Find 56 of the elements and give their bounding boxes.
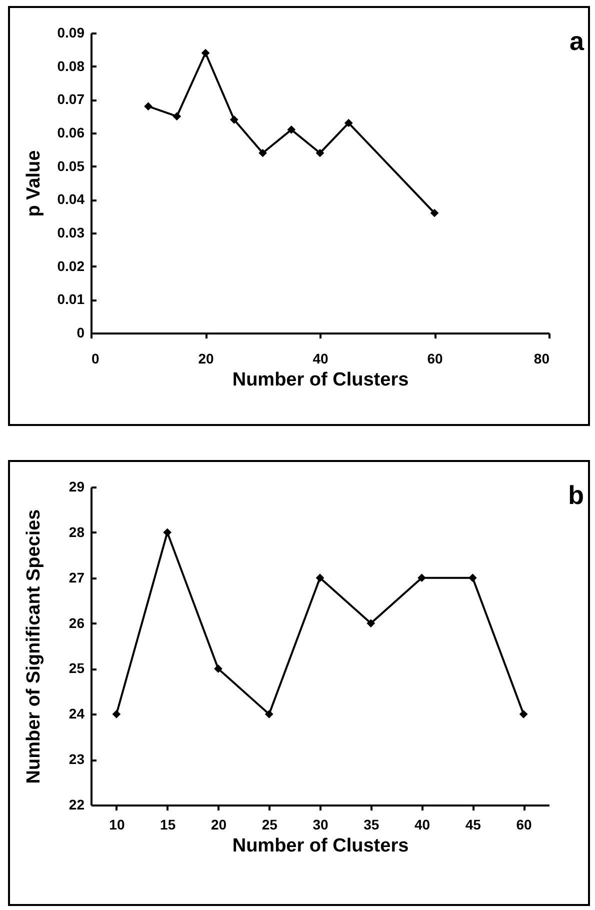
y-tick-label: 0.08 (57, 58, 85, 74)
y-tick-label: 23 (68, 751, 85, 768)
x-tick-label: 20 (198, 350, 214, 366)
point (144, 102, 152, 111)
y-tick-label: 0.03 (57, 224, 85, 240)
y-tick-label: 24 (68, 706, 85, 722)
point (344, 118, 353, 128)
point (287, 125, 296, 134)
x-tick-label: 40 (414, 816, 430, 832)
y-tick-label: 0.01 (57, 291, 85, 308)
x-tick-label: 15 (160, 816, 176, 832)
point (264, 710, 274, 718)
y-tick-label: 0.09 (57, 24, 85, 40)
y-axis-title: Number of Significant Species (24, 509, 44, 784)
x-tick-label: 30 (312, 816, 328, 832)
y-tick-label: 26 (68, 614, 85, 631)
x-tick-label: 35 (364, 816, 380, 832)
x-tick-label: 25 (262, 816, 278, 832)
x-axis-title: Number of Clusters (232, 836, 409, 856)
point (230, 115, 238, 124)
x-tick-label: 80 (534, 350, 550, 366)
point (258, 148, 267, 158)
x-tick-label: 60 (427, 350, 443, 366)
y-tick-label: 28 (68, 524, 85, 540)
y-tick-label: 0.02 (57, 258, 85, 274)
point (316, 148, 324, 158)
y-tick-label: 0.05 (57, 158, 85, 174)
x-tick-label: 0 (92, 350, 100, 366)
point (112, 710, 121, 718)
point (418, 574, 426, 582)
text: b (568, 480, 584, 510)
y-tick-label: 29 (68, 478, 85, 494)
y-axis-title: p Value (24, 150, 44, 217)
point (366, 619, 376, 628)
text: a (570, 26, 585, 56)
y-tick-label: 0.07 (57, 91, 85, 108)
point (172, 112, 182, 121)
x-tick-label: 60 (516, 816, 532, 832)
x-tick-label: 40 (312, 350, 328, 366)
x-tick-label: 20 (210, 816, 227, 832)
point (163, 528, 172, 537)
point (214, 664, 222, 673)
point (430, 208, 439, 218)
point (316, 574, 324, 582)
point (201, 48, 210, 58)
x-axis-title: Number of Clusters (232, 370, 409, 390)
y-tick-label: 0.04 (57, 191, 85, 208)
point (468, 574, 477, 582)
y-tick-label: 0 (76, 324, 85, 340)
point (519, 710, 528, 718)
y-tick-label: 25 (68, 660, 85, 676)
y-tick-label: 22 (68, 796, 85, 812)
y-tick-label: 27 (68, 569, 85, 586)
y-tick-label: 0.06 (57, 124, 85, 140)
x-tick-label: 45 (465, 816, 482, 832)
x-tick-label: 10 (109, 816, 125, 832)
